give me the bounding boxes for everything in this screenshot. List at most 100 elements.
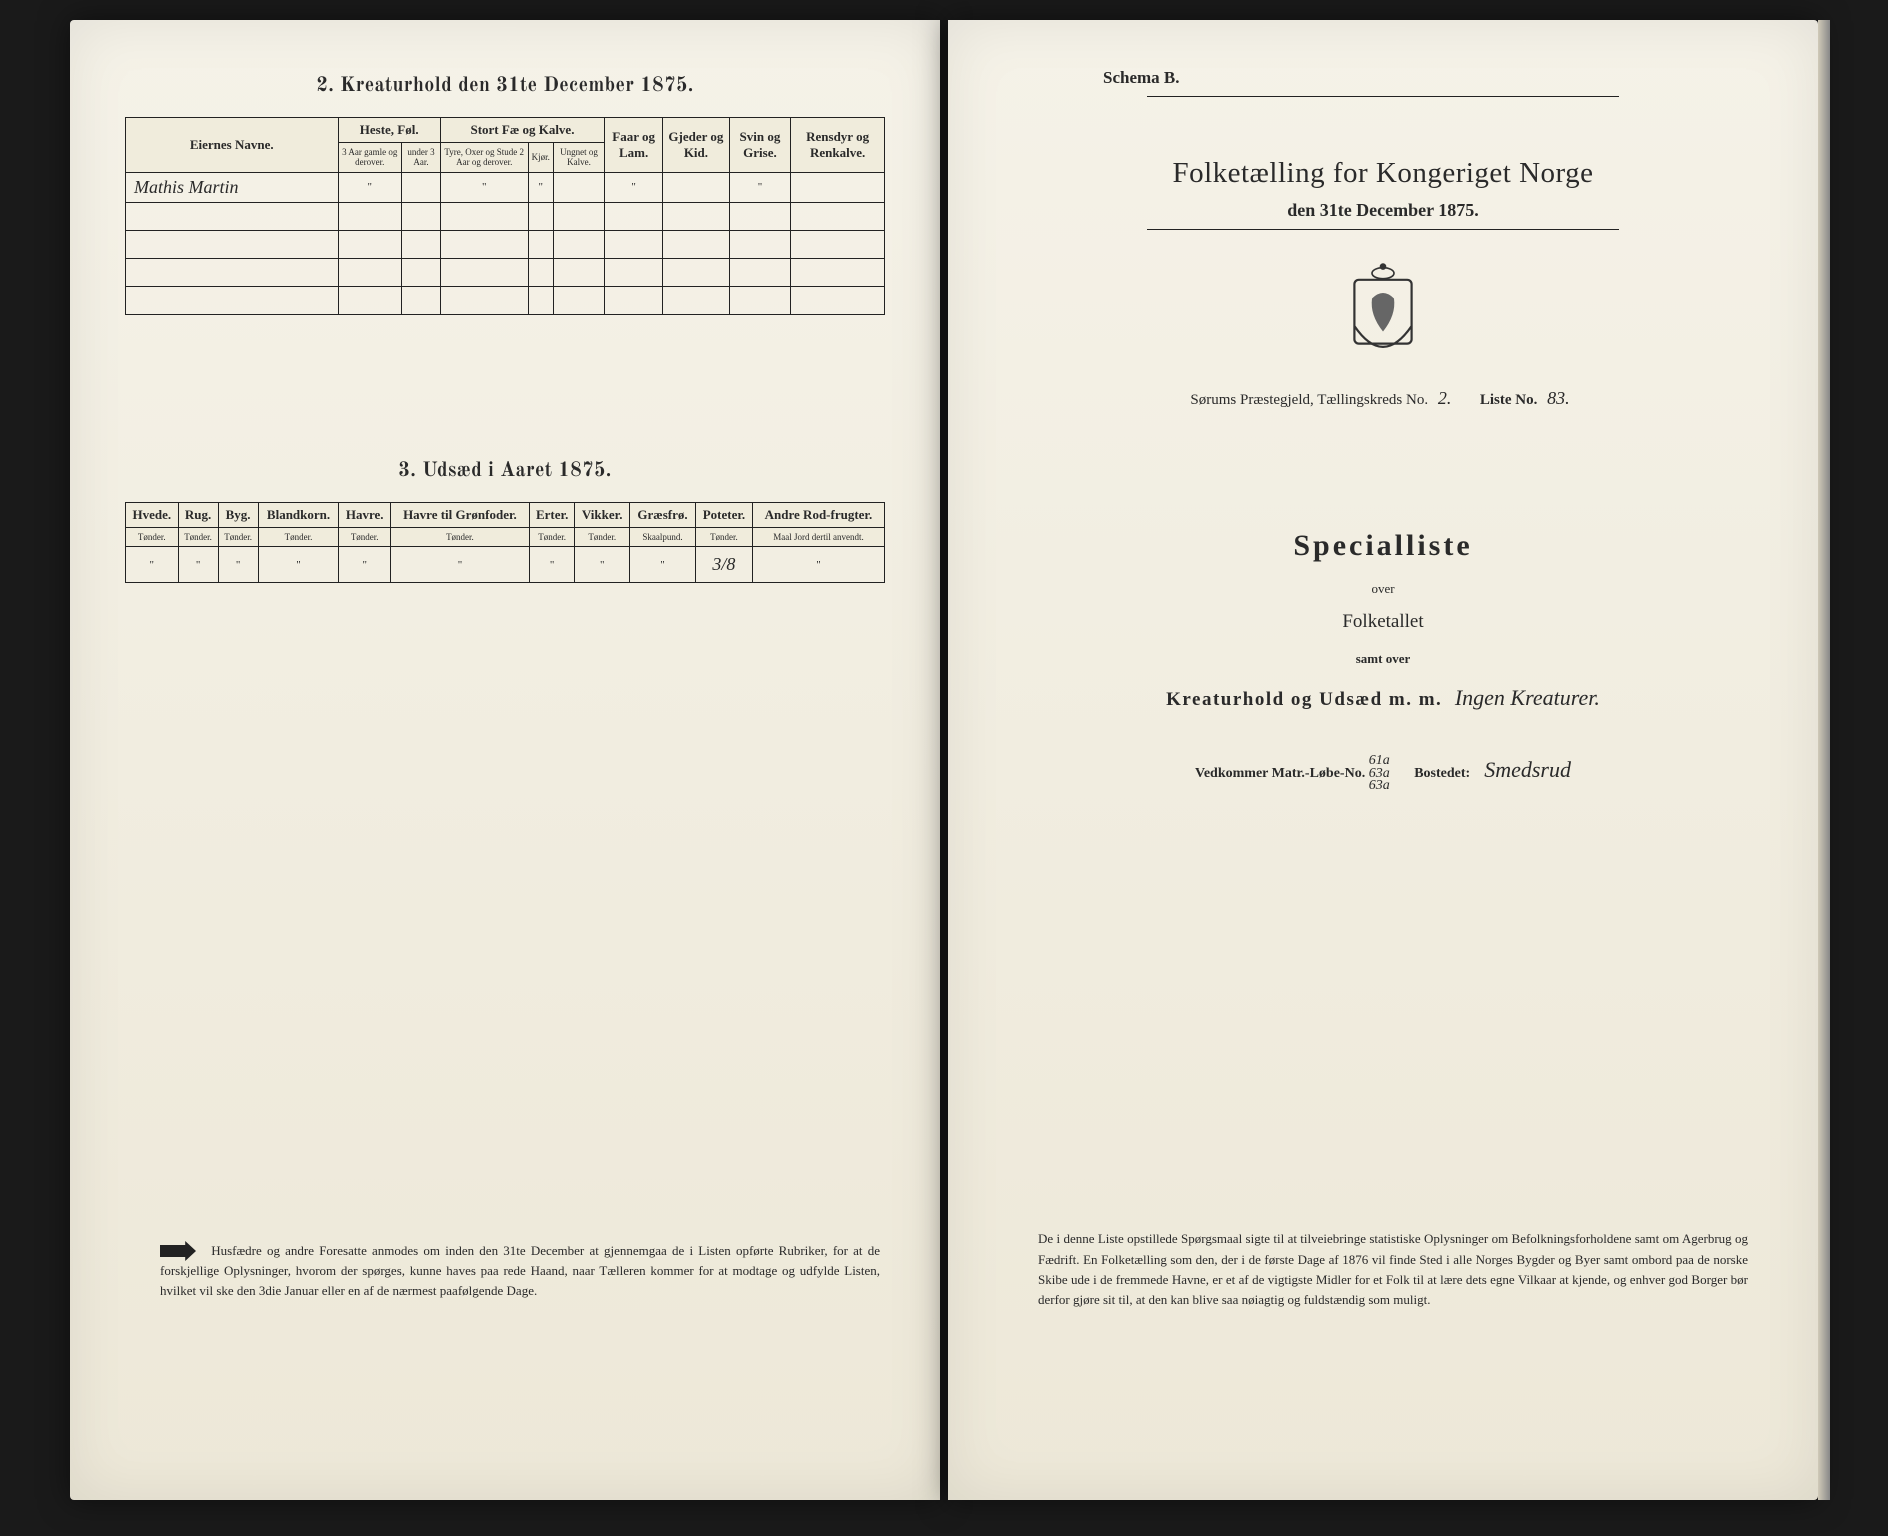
- bosted-value: Smedsrud: [1484, 757, 1571, 782]
- table-cell: ": [258, 547, 339, 583]
- table-cell: [528, 202, 553, 230]
- table-cell: ": [339, 547, 390, 583]
- bosted-label: Bostedet:: [1414, 766, 1470, 781]
- table-cell: [402, 286, 441, 314]
- table-cell: [791, 172, 885, 202]
- district-prefix: Sørums Præstegjeld, Tællingskreds No.: [1190, 392, 1428, 408]
- table-row: Mathis Martin""""": [126, 172, 885, 202]
- left-page: 2. Kreaturhold den 31te December 1875. E…: [70, 20, 940, 1500]
- table-cell: [440, 258, 528, 286]
- table-cell: [553, 258, 604, 286]
- table-cell: 3/8: [695, 547, 752, 583]
- folketallet-label: Folketallet: [1003, 611, 1763, 633]
- table-cell: [338, 258, 402, 286]
- schema-label: Schema B.: [1103, 68, 1763, 88]
- section-2-title: 2. Kreaturhold den 31te December 1875.: [125, 74, 885, 99]
- table-header: Hvede.: [126, 502, 179, 527]
- left-footer-note: Husfædre og andre Foresatte anmodes om i…: [160, 1241, 880, 1300]
- livestock-table: Eiernes Navne.Heste, Føl.Stort Fæ og Kal…: [125, 117, 885, 315]
- matr-label: Vedkommer Matr.-Løbe-No.: [1195, 766, 1365, 781]
- table-cell: [605, 286, 663, 314]
- table-cell: [402, 230, 441, 258]
- table-cell: [605, 258, 663, 286]
- table-cell: ": [528, 172, 553, 202]
- table-subheader: Ungnet og Kalve.: [553, 143, 604, 173]
- table-row: [126, 202, 885, 230]
- table-cell: [729, 230, 791, 258]
- table-header: Faar og Lam.: [605, 118, 663, 173]
- table-cell: [126, 286, 339, 314]
- table-cell: [126, 230, 339, 258]
- table-cell: ": [218, 547, 258, 583]
- table-header: Andre Rod-frugter.: [752, 502, 884, 527]
- coat-of-arms-icon: [1339, 260, 1427, 370]
- table-header: Poteter.: [695, 502, 752, 527]
- document-spread: 2. Kreaturhold den 31te December 1875. E…: [70, 20, 1818, 1500]
- table-cell: [338, 230, 402, 258]
- table-cell: ": [440, 172, 528, 202]
- samt-over-label: samt over: [1003, 651, 1763, 667]
- table-cell: [663, 230, 730, 258]
- table-cell: ": [575, 547, 630, 583]
- section-3-title: 3. Udsæd i Aaret 1875.: [125, 459, 885, 484]
- table-cell: [126, 202, 339, 230]
- table-header: Rug.: [178, 502, 218, 527]
- table-cell: [553, 230, 604, 258]
- over-label: over: [1003, 581, 1763, 597]
- right-page: Schema B. Folketælling for Kongeriget No…: [948, 20, 1818, 1500]
- table-row: """""""""3/8": [126, 547, 885, 583]
- table-cell: [402, 202, 441, 230]
- rule-bottom: [1147, 229, 1618, 230]
- table-cell: ": [729, 172, 791, 202]
- district-no: 2.: [1432, 388, 1458, 408]
- table-cell: [402, 172, 441, 202]
- pointing-hand-icon: [160, 1241, 196, 1261]
- table-subheader: Skaalpund.: [630, 527, 696, 546]
- table-subheader: Tønder.: [339, 527, 390, 546]
- table-cell: [528, 286, 553, 314]
- table-cell: [440, 230, 528, 258]
- table-row: [126, 286, 885, 314]
- table-header: Stort Fæ og Kalve.: [440, 118, 604, 143]
- table-header: Havre.: [339, 502, 390, 527]
- table-subheader: Tønder.: [218, 527, 258, 546]
- table-subheader: 3 Aar gamle og derover.: [338, 143, 402, 173]
- table-header: Byg.: [218, 502, 258, 527]
- district-line: Sørums Præstegjeld, Tællingskreds No. 2.…: [1003, 388, 1763, 409]
- table-subheader: Tønder.: [695, 527, 752, 546]
- matr-line: Vedkommer Matr.-Løbe-No. 61a 63a 63a Bos…: [1003, 755, 1763, 793]
- rule-top: [1147, 96, 1618, 97]
- table-subheader: Tønder.: [258, 527, 339, 546]
- table-cell: [729, 286, 791, 314]
- liste-no: 83.: [1541, 388, 1576, 408]
- table-cell: [791, 258, 885, 286]
- table-header: Svin og Grise.: [729, 118, 791, 173]
- kreatur-handwritten: Ingen Kreaturer.: [1455, 685, 1600, 710]
- table-cell: ": [752, 547, 884, 583]
- table-header: Heste, Føl.: [338, 118, 440, 143]
- date-line: den 31te December 1875.: [1003, 200, 1763, 221]
- specialliste-heading: Specialliste: [1003, 529, 1763, 563]
- table-cell: ": [126, 547, 179, 583]
- table-cell: ": [338, 172, 402, 202]
- table-cell: [729, 202, 791, 230]
- table-row: [126, 258, 885, 286]
- table-cell: [663, 286, 730, 314]
- sowing-table: Hvede.Rug.Byg.Blandkorn.Havre.Havre til …: [125, 502, 885, 583]
- table-subheader: Tønder.: [390, 527, 529, 546]
- table-header: Havre til Grønfoder.: [390, 502, 529, 527]
- table-cell: ": [529, 547, 574, 583]
- table-header: Rensdyr og Renkalve.: [791, 118, 885, 173]
- table-cell: [729, 258, 791, 286]
- table-cell: [605, 202, 663, 230]
- table-cell: [663, 258, 730, 286]
- table-subheader: Tønder.: [529, 527, 574, 546]
- table-cell: ": [630, 547, 696, 583]
- table-cell: [440, 286, 528, 314]
- table-cell: [528, 258, 553, 286]
- table-subheader: under 3 Aar.: [402, 143, 441, 173]
- table-subheader: Tønder.: [575, 527, 630, 546]
- table-subheader: Kjør.: [528, 143, 553, 173]
- table-cell: [553, 286, 604, 314]
- table-cell: [528, 230, 553, 258]
